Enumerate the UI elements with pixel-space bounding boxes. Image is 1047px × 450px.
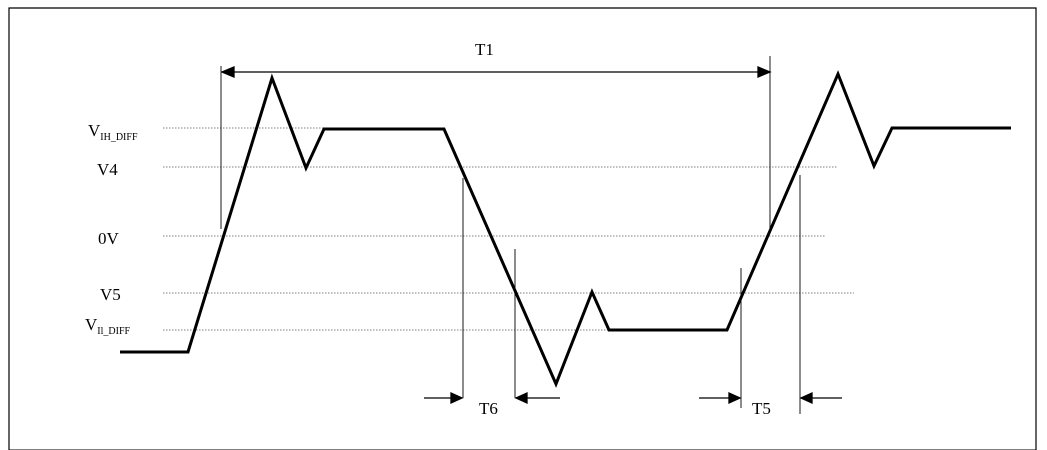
t6-arrows [424, 391, 560, 405]
frame-border [8, 7, 1037, 450]
label-t6: T6 [479, 399, 498, 418]
t1-arrow [220, 66, 772, 78]
label-t1: T1 [475, 40, 494, 59]
label-t5: T5 [752, 399, 771, 418]
label-v5: V5 [100, 285, 121, 304]
t5-arrows [699, 391, 842, 405]
label-vil: VIl_DIFF [85, 315, 131, 337]
level-guides [163, 127, 854, 331]
label-v4: V4 [97, 160, 118, 179]
label-vih: VIH_DIFF [88, 121, 138, 143]
label-0v: 0V [98, 229, 120, 248]
vertical-markers [220, 56, 801, 414]
differential-waveform [120, 70, 1011, 388]
